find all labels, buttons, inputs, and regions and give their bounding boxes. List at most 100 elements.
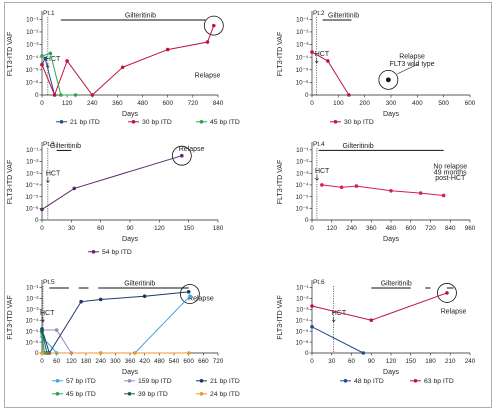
x-tick-label: 480 (137, 100, 148, 107)
panel-6: 10⁻¹ 10⁻² 10⁻³ 10⁻⁴ 10⁻⁵ 10⁻⁶ 0 FLT3-ITD VAF 0 30… (277, 279, 476, 385)
x-tick-label: 200 (359, 100, 370, 107)
y-tick-label: 10⁻⁴ (295, 317, 308, 324)
y-tick-label: 10⁻⁶ (26, 206, 39, 213)
y-tick-label: 10⁻⁵ (26, 194, 39, 201)
data-point (40, 207, 44, 212)
legend-label: 45 bp ITD (210, 119, 240, 126)
data-point (59, 93, 63, 97)
x-tick-label: 0 (40, 358, 44, 365)
panel-label: Pt.5 (43, 279, 55, 286)
annotation: Relapse (188, 296, 214, 303)
figure-frame (4, 2, 492, 408)
data-point (40, 54, 44, 58)
relapse-circle (203, 15, 224, 36)
legend-swatch-marker (333, 120, 338, 124)
data-point (180, 153, 184, 158)
data-point (79, 299, 83, 304)
legend-swatch-marker (127, 392, 132, 396)
x-tick-label: 360 (366, 225, 377, 232)
y-tick-label: 10⁻⁴ (295, 54, 308, 61)
series-line (41, 155, 182, 210)
annotation: 49 months (434, 169, 467, 176)
panel-5: 10⁻¹ 10⁻² 10⁻³ 10⁻⁴ 10⁻⁵ 10⁻⁶ 0 FLT3-ITD VAF 0 60… (7, 279, 240, 398)
legend-swatch-marker (413, 379, 418, 383)
legend-item: 159 bp ITD (124, 378, 172, 385)
x-tick-label: 0 (40, 225, 44, 232)
x-tick-label: 100 (333, 100, 344, 107)
y-tick-label: 10⁻⁵ (26, 67, 39, 74)
annotation: No relapse (433, 164, 467, 171)
x-axis-label: Days (383, 111, 399, 118)
panel-label: Pt.1 (43, 10, 55, 17)
x-tick-label: 180 (81, 358, 92, 365)
data-point (369, 318, 374, 323)
x-tick-label: 840 (213, 100, 224, 107)
data-point (72, 186, 77, 191)
data-point (347, 93, 351, 97)
y-tick-label: 10⁻² (26, 29, 38, 36)
legend-label: 48 bp ITD (354, 378, 384, 385)
panel-2: 10⁻¹ 10⁻² 10⁻³ 10⁻⁴ 10⁻⁵ 10⁻⁶ 0 FLT3-ITD VAF 0 10… (277, 10, 476, 126)
y-tick-label: 0 (305, 92, 309, 99)
panel-label: Pt.6 (313, 279, 325, 286)
x-tick-label: 30 (328, 358, 336, 365)
legend-swatch-marker (59, 120, 64, 124)
y-tick-label: 10⁻³ (26, 170, 38, 177)
annotation: post-HCT (435, 175, 466, 182)
x-tick-label: 540 (169, 358, 180, 365)
y-tick-label: 10⁻⁵ (26, 328, 39, 335)
annotation: HCT (332, 310, 347, 317)
x-tick-label: 960 (465, 225, 476, 232)
y-tick-label: 10⁻⁴ (25, 182, 38, 189)
wild-type-point (385, 77, 391, 83)
data-point (205, 40, 210, 44)
data-point (389, 188, 393, 193)
x-tick-label: 240 (465, 358, 476, 365)
x-tick-label: 120 (154, 225, 165, 232)
data-point (40, 351, 44, 355)
panel-3: 10⁻¹ 10⁻² 10⁻³ 10⁻⁴ 10⁻⁵ 10⁻⁶ 0 FLT3-ITD VAF 0 30… (7, 141, 224, 256)
data-point (310, 324, 314, 329)
y-tick-label: 10⁻¹ (296, 285, 308, 292)
data-point (361, 351, 366, 355)
x-tick-label: 90 (368, 358, 376, 365)
legend-item: 21 bp ITD (196, 378, 240, 385)
x-tick-label: 0 (310, 225, 314, 232)
legend-item: 57 bp ITD (52, 378, 96, 385)
y-tick-label: 10⁻⁶ (296, 206, 309, 213)
y-tick-label: 10⁻² (296, 29, 308, 36)
relapse-circle (171, 145, 192, 166)
data-point (188, 294, 192, 299)
y-tick-label: 0 (35, 217, 39, 224)
legend-item: 45 bp ITD (196, 119, 240, 126)
series-line (311, 51, 350, 96)
x-tick-label: 180 (425, 358, 436, 365)
y-tick-label: 0 (35, 350, 39, 357)
data-point (142, 294, 147, 299)
series-line (41, 295, 191, 354)
relapse-circle (437, 283, 457, 303)
legend-swatch-marker (199, 379, 204, 383)
x-tick-label: 240 (87, 100, 98, 107)
annotation: HCT (315, 51, 330, 58)
data-point (40, 329, 44, 333)
y-axis-label: FLT3-ITD VAF (277, 160, 284, 204)
y-tick-label: 10⁻¹ (296, 17, 308, 24)
x-axis-label: Days (122, 236, 138, 243)
legend-swatch-marker (91, 250, 96, 254)
x-tick-label: 240 (346, 225, 357, 232)
series-line (41, 333, 45, 354)
hct-arrow (314, 57, 319, 64)
legend-swatch-marker (55, 392, 60, 396)
x-tick-label: 60 (97, 225, 105, 232)
x-axis-label: Days (122, 369, 138, 376)
hct-arrow (41, 316, 45, 323)
data-point (418, 191, 423, 195)
data-point (54, 328, 59, 332)
data-point (98, 351, 103, 355)
x-tick-label: 180 (213, 225, 224, 232)
y-tick-label: 0 (35, 92, 39, 99)
y-tick-label: 10⁻¹ (26, 285, 38, 292)
y-tick-label: 10⁻² (26, 159, 38, 166)
